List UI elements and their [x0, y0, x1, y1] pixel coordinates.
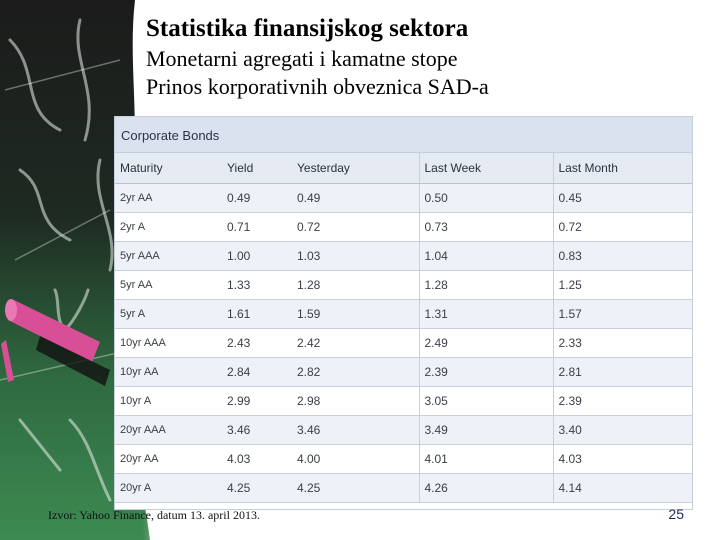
cell-yesterday: 0.49 [292, 183, 420, 213]
cell-maturity: 20yr AA [115, 444, 222, 474]
panel-title: Corporate Bonds [115, 117, 692, 153]
cell-yield: 3.46 [222, 415, 292, 445]
cell-yesterday: 2.82 [292, 357, 420, 387]
cell-yield: 2.84 [222, 357, 292, 387]
cell-yield: 0.71 [222, 212, 292, 242]
cell-yield: 1.61 [222, 299, 292, 329]
cell-yield: 2.43 [222, 328, 292, 358]
cell-maturity: 5yr AAA [115, 241, 222, 271]
cell-yesterday: 3.46 [292, 415, 420, 445]
table-row: 2yr AA 0.49 0.49 0.50 0.45 [115, 183, 692, 213]
column-header-yield: Yield [222, 153, 292, 184]
cell-last-week: 4.26 [419, 473, 554, 503]
table-row: 5yr AA 1.33 1.28 1.28 1.25 [115, 270, 692, 300]
table-row: 10yr A 2.99 2.98 3.05 2.39 [115, 386, 692, 416]
cell-maturity: 10yr AA [115, 357, 222, 387]
cell-yield: 2.99 [222, 386, 292, 416]
cell-maturity: 5yr A [115, 299, 222, 329]
cell-maturity: 20yr A [115, 473, 222, 503]
cell-yield: 4.03 [222, 444, 292, 474]
cell-maturity: 2yr AA [115, 183, 222, 213]
corporate-bonds-panel: Corporate Bonds Maturity Yield Yesterday… [114, 116, 693, 510]
cell-yield: 1.00 [222, 241, 292, 271]
cell-last-week: 2.49 [419, 328, 554, 358]
cell-yield: 1.33 [222, 270, 292, 300]
table-row: 5yr A 1.61 1.59 1.31 1.57 [115, 299, 692, 329]
cell-last-week: 3.49 [419, 415, 554, 445]
bonds-table: Maturity Yield Yesterday Last Week Last … [115, 153, 692, 503]
cell-maturity: 5yr AA [115, 270, 222, 300]
cell-last-week: 4.01 [419, 444, 554, 474]
cell-last-week: 1.31 [419, 299, 554, 329]
cell-maturity: 20yr AAA [115, 415, 222, 445]
cell-yesterday: 2.98 [292, 386, 420, 416]
cell-last-month: 1.25 [553, 270, 692, 300]
cell-last-month: 1.57 [553, 299, 692, 329]
table-row: 2yr A 0.71 0.72 0.73 0.72 [115, 212, 692, 242]
cell-maturity: 10yr A [115, 386, 222, 416]
cell-last-month: 4.14 [553, 473, 692, 503]
cell-maturity: 2yr A [115, 212, 222, 242]
cell-yesterday: 0.72 [292, 212, 420, 242]
table-row: 10yr AAA 2.43 2.42 2.49 2.33 [115, 328, 692, 358]
cell-yesterday: 2.42 [292, 328, 420, 358]
cell-yesterday: 4.25 [292, 473, 420, 503]
slide-subtitle-1: Monetarni agregati i kamatne stope [146, 46, 458, 71]
column-header-last-week: Last Week [419, 153, 554, 184]
slide-title: Statistika finansijskog sektora [146, 15, 469, 42]
table-row: 5yr AAA 1.00 1.03 1.04 0.83 [115, 241, 692, 271]
slide-subtitle-2: Prinos korporativnih obveznica SAD-a [146, 74, 489, 99]
table-row: 20yr A 4.25 4.25 4.26 4.14 [115, 473, 692, 503]
cell-last-month: 2.81 [553, 357, 692, 387]
column-header-last-month: Last Month [553, 153, 692, 184]
cell-last-week: 0.73 [419, 212, 554, 242]
cell-last-week: 1.28 [419, 270, 554, 300]
cell-last-month: 0.83 [553, 241, 692, 271]
cell-yesterday: 1.28 [292, 270, 420, 300]
table-row: 10yr AA 2.84 2.82 2.39 2.81 [115, 357, 692, 387]
cell-last-month: 0.45 [553, 183, 692, 213]
slide-titles: Statistika finansijskog sektora Monetarn… [146, 14, 706, 100]
source-note: Izvor: Yahoo Finance, datum 13. april 20… [48, 508, 260, 522]
cell-last-week: 2.39 [419, 357, 554, 387]
cell-yesterday: 4.00 [292, 444, 420, 474]
cell-last-month: 0.72 [553, 212, 692, 242]
cell-yesterday: 1.03 [292, 241, 420, 271]
cell-yesterday: 1.59 [292, 299, 420, 329]
cell-last-week: 0.50 [419, 183, 554, 213]
cell-last-month: 2.33 [553, 328, 692, 358]
cell-last-month: 2.39 [553, 386, 692, 416]
cell-maturity: 10yr AAA [115, 328, 222, 358]
column-header-yesterday: Yesterday [292, 153, 420, 184]
cell-last-month: 4.03 [553, 444, 692, 474]
table-header-row: Maturity Yield Yesterday Last Week Last … [115, 153, 692, 184]
cell-last-week: 1.04 [419, 241, 554, 271]
page-number: 25 [668, 506, 684, 522]
table-row: 20yr AAA 3.46 3.46 3.49 3.40 [115, 415, 692, 445]
cell-yield: 4.25 [222, 473, 292, 503]
cell-last-week: 3.05 [419, 386, 554, 416]
cell-last-month: 3.40 [553, 415, 692, 445]
table-row: 20yr AA 4.03 4.00 4.01 4.03 [115, 444, 692, 474]
column-header-maturity: Maturity [115, 153, 222, 184]
cell-yield: 0.49 [222, 183, 292, 213]
